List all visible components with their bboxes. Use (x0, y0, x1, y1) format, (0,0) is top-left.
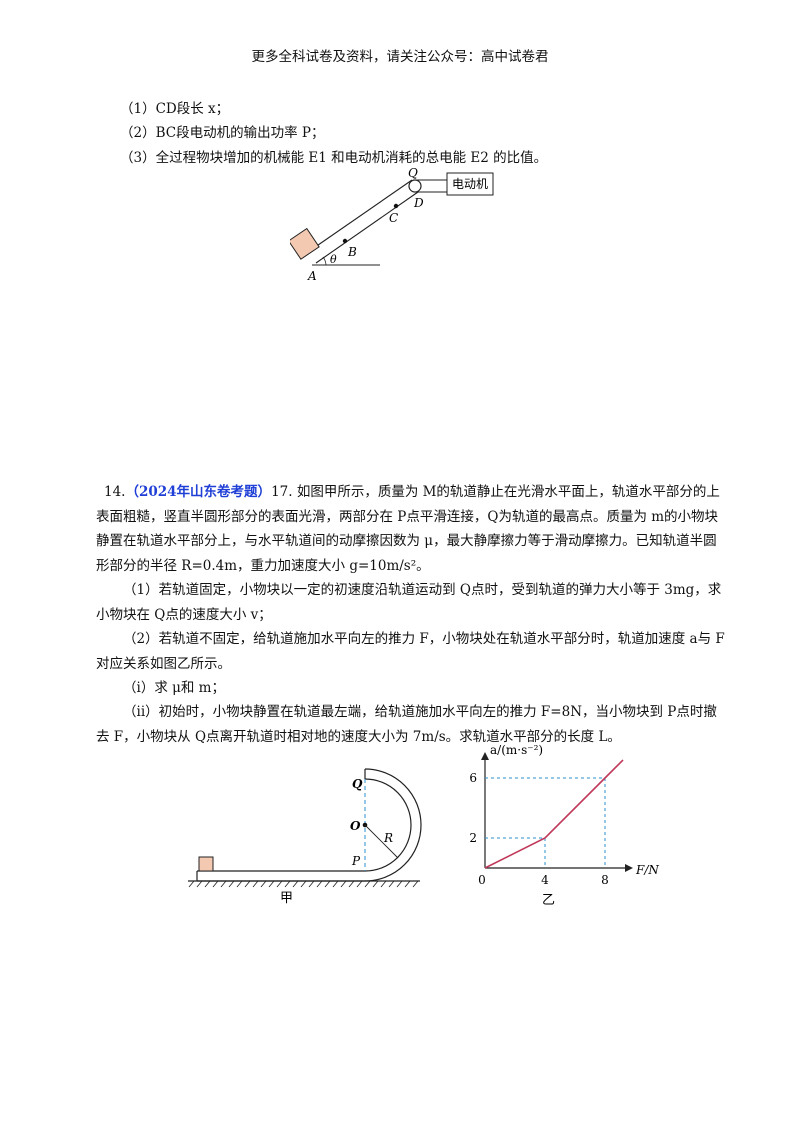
q14-part2: （2）若轨道不固定，给轨道施加水平向左的推力 F，小物块处在轨道水平部分时，轨道… (96, 631, 725, 672)
chart-xlabel: F/N (635, 863, 659, 877)
caption-yi: 乙 (542, 893, 555, 908)
chart-yi: 4 8 2 6 a/(m·s⁻²) F/N 0 乙 (469, 743, 659, 908)
page-header: 更多全科试卷及资料，请关注公众号：高中试卷君 (251, 49, 549, 65)
x-tick-label-1: 8 (601, 873, 609, 887)
label-Q: Q (352, 777, 363, 791)
y-tick-label-0: 2 (469, 831, 477, 845)
ground-hatch (188, 880, 419, 888)
q14-intro: 14.（2024年山东卷考题）17. 如图甲所示，质量为 M的轨道静止在光滑水平… (96, 480, 728, 578)
chart-ylabel: a/(m·s⁻²) (490, 743, 543, 757)
q13-item-1: （1）CD段长 x； (120, 101, 230, 117)
series-line (484, 759, 624, 869)
caption-jia: 甲 (280, 891, 293, 906)
track-figure-jia: Q O R P 甲 (188, 768, 422, 906)
label-R: R (383, 831, 393, 845)
label-D: D (413, 196, 424, 210)
incline-motor-figure: 电动机 Q D C B θ A (290, 166, 494, 283)
y-tick-label-1: 6 (469, 771, 477, 785)
chart-axes (481, 752, 633, 872)
chart-origin-label: 0 (478, 873, 486, 887)
label-A: A (307, 269, 317, 283)
q13-item-2: （2）BC段电动机的输出功率 P； (120, 125, 325, 141)
label-O: O (350, 819, 361, 833)
x-tick-label-0: 4 (541, 873, 549, 887)
q14-source: （2024年山东卷考题） (125, 484, 272, 500)
pulley-icon (408, 179, 422, 193)
q14-number: 14. (104, 484, 126, 500)
label-Q: Q (408, 166, 418, 180)
q14-para1: 17. 如图甲所示，质量为 M的轨道静止在光滑水平面上，轨道水平部分的上表面粗糙… (96, 484, 720, 574)
motor-label: 电动机 (452, 177, 488, 191)
label-C: C (389, 211, 398, 225)
motor-box (446, 172, 494, 196)
label-theta: θ (330, 253, 337, 266)
q14-part1: （1）若轨道固定，小物块以一定的初速度沿轨道运动到 Q点时，受到轨道的弹力大小等… (96, 582, 722, 623)
q13-item-3: （3）全过程物块增加的机械能 E1 和电动机消耗的总电能 E2 的比值。 (120, 150, 548, 166)
label-B: B (347, 245, 357, 259)
label-P: P (351, 854, 361, 868)
q14-part2-ii: （ii）初始时，小物块静置在轨道最左端，给轨道施加水平向左的推力 F=8N，当小… (96, 704, 717, 745)
small-block-icon (198, 856, 214, 872)
q14-part2-i: （i）求 μ和 m； (123, 680, 225, 696)
block-icon (290, 227, 320, 260)
